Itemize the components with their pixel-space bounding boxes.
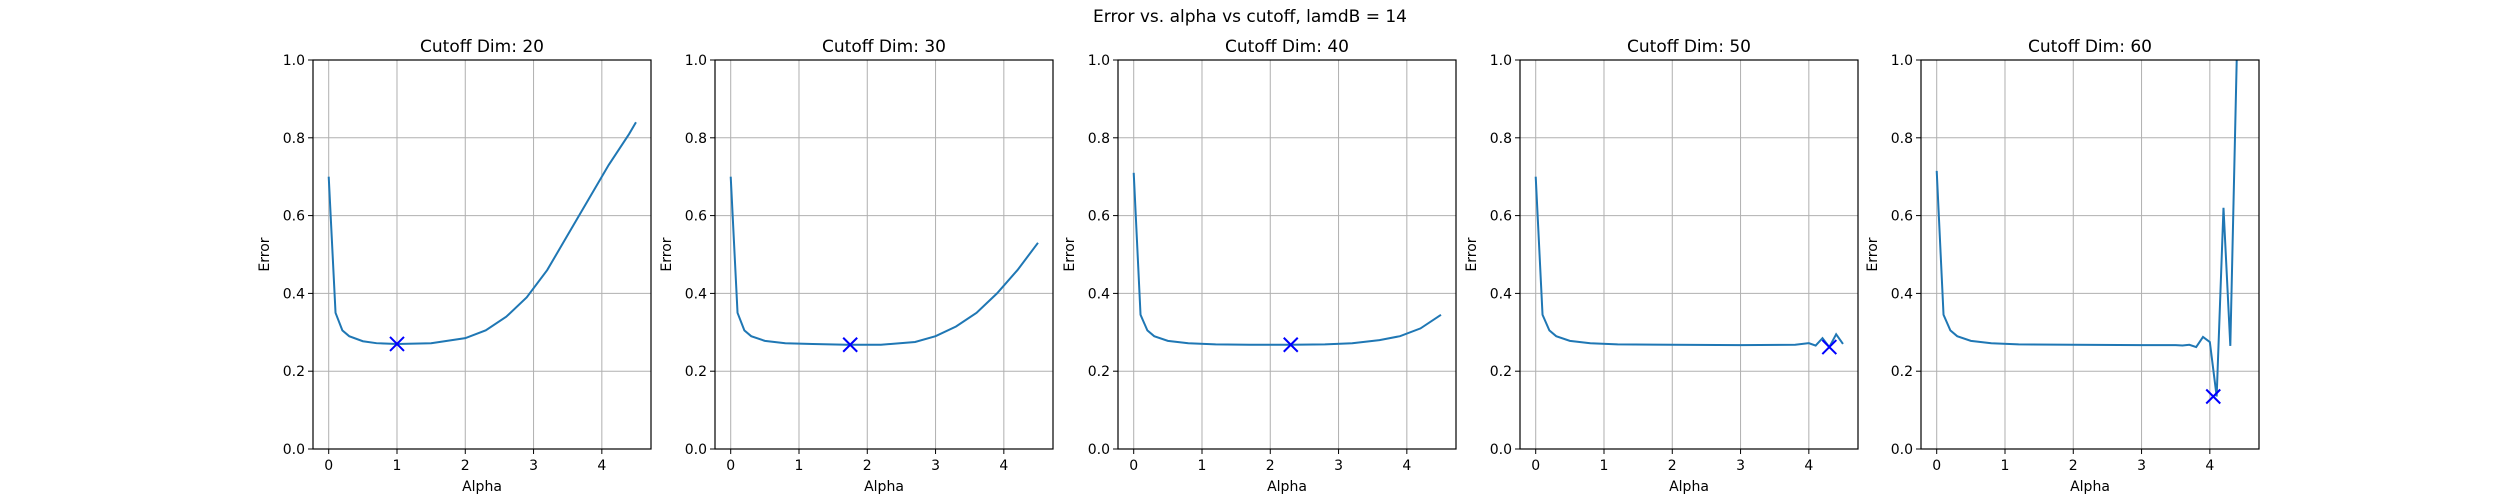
y-axis-label: Error: [1062, 237, 1078, 271]
y-tick-label: 0.0: [1088, 442, 1110, 458]
subplots: 0 1 2 3 4 0.0 0.2 0.4 0.6 0.8 1.0 Cutoff Dim: 20 Alp…: [257, 37, 2260, 495]
y-tick-label: 0.8: [283, 131, 305, 147]
y-tick-label: 0.2: [1490, 364, 1512, 380]
y-tick-label: 0.6: [1891, 209, 1913, 225]
series-line: [729, 176, 1039, 346]
y-tick-label: 0.4: [1490, 286, 1512, 302]
y-tick-label: 0.4: [1891, 286, 1913, 302]
x-tick-label: 3: [1334, 458, 1343, 474]
series-line: [1132, 172, 1442, 346]
min-error-marker: [1283, 337, 1299, 353]
y-tick-label: 1.0: [1088, 53, 1110, 69]
figure-suptitle: Error vs. alpha vs cutoff, lamdB = 14: [1093, 7, 1407, 27]
y-tick-label: 0.4: [685, 286, 707, 302]
min-error-marker: [389, 336, 405, 352]
x-tick-label: 3: [931, 458, 940, 474]
x-tick-label: 4: [2205, 458, 2214, 474]
min-error-marker: [842, 337, 858, 353]
series-line: [327, 121, 637, 345]
y-tick-label: 0.6: [685, 209, 707, 225]
series-line: [1935, 60, 2238, 397]
y-tick-label: 0.8: [1088, 131, 1110, 147]
y-tick-label: 0.8: [1891, 131, 1913, 147]
subplot-title: Cutoff Dim: 50: [1627, 37, 1751, 57]
x-tick-label: 1: [393, 458, 402, 474]
y-tick-label: 0.0: [1490, 442, 1512, 458]
y-tick-label: 0.8: [1490, 131, 1512, 147]
axes-frame: [714, 59, 1054, 450]
y-tick-label: 0.0: [685, 442, 707, 458]
subplot-2: 0 1 2 3 4 0.0 0.2 0.4 0.6 0.8 1.0 Cutoff Dim: 30 Alp…: [659, 37, 1054, 495]
subplot-title: Cutoff Dim: 40: [1225, 37, 1349, 57]
x-tick-label: 4: [1402, 458, 1411, 474]
y-tick-label: 1.0: [1891, 53, 1913, 69]
subplot-4: 0 1 2 3 4 0.0 0.2 0.4 0.6 0.8 1.0 Cutoff Dim: 50 Alp…: [1464, 37, 1859, 495]
y-tick-label: 0.4: [1088, 286, 1110, 302]
x-tick-label: 2: [1668, 458, 1677, 474]
y-tick-label: 1.0: [685, 53, 707, 69]
x-axis-label: Alpha: [2070, 479, 2110, 495]
x-tick-label: 2: [1266, 458, 1275, 474]
y-tick-label: 0.4: [283, 286, 305, 302]
y-tick-label: 0.0: [283, 442, 305, 458]
subplot-5: 0 1 2 3 4 0.0 0.2 0.4 0.6 0.8 1.0 Cutoff Dim: 60 Alp…: [1865, 37, 2260, 495]
subplot-1: 0 1 2 3 4 0.0 0.2 0.4 0.6 0.8 1.0 Cutoff Dim: 20 Alp…: [257, 37, 652, 495]
y-tick-label: 0.8: [685, 131, 707, 147]
x-tick-label: 2: [461, 458, 470, 474]
x-tick-label: 4: [597, 458, 606, 474]
axes-frame: [1519, 59, 1859, 450]
x-axis-label: Alpha: [462, 479, 502, 495]
y-axis-label: Error: [659, 237, 675, 271]
y-tick-label: 0.6: [1490, 209, 1512, 225]
y-axis-label: Error: [1464, 237, 1480, 271]
subplot-3: 0 1 2 3 4 0.0 0.2 0.4 0.6 0.8 1.0 Cutoff Dim: 40 Alp…: [1062, 37, 1457, 495]
y-tick-label: 1.0: [1490, 53, 1512, 69]
y-axis-label: Error: [1865, 237, 1881, 271]
y-tick-label: 0.6: [1088, 209, 1110, 225]
x-tick-label: 4: [999, 458, 1008, 474]
y-axis-label: Error: [257, 237, 273, 271]
y-tick-label: 0.2: [1088, 364, 1110, 380]
y-tick-label: 0.6: [283, 209, 305, 225]
x-tick-label: 1: [795, 458, 804, 474]
min-error-marker: [1821, 339, 1838, 355]
x-tick-label: 0: [1531, 458, 1540, 474]
series-line: [1534, 176, 1844, 349]
axes-frame: [1920, 59, 2260, 450]
subplot-title: Cutoff Dim: 30: [822, 37, 946, 57]
y-tick-label: 0.2: [283, 364, 305, 380]
x-tick-label: 0: [726, 458, 735, 474]
x-tick-label: 1: [2001, 458, 2010, 474]
x-tick-label: 0: [1932, 458, 1941, 474]
y-tick-label: 0.2: [1891, 364, 1913, 380]
y-tick-label: 0.0: [1891, 442, 1913, 458]
axes-frame: [312, 59, 652, 450]
x-tick-label: 1: [1198, 458, 1207, 474]
x-tick-label: 1: [1600, 458, 1609, 474]
min-error-marker: [2205, 388, 2221, 405]
x-tick-label: 4: [1804, 458, 1813, 474]
subplot-title: Cutoff Dim: 20: [420, 37, 544, 57]
x-tick-label: 3: [2137, 458, 2146, 474]
x-tick-label: 0: [324, 458, 333, 474]
x-axis-label: Alpha: [1267, 479, 1307, 495]
x-tick-label: 2: [2069, 458, 2078, 474]
axes-frame: [1117, 59, 1457, 450]
y-tick-label: 0.2: [685, 364, 707, 380]
x-axis-label: Alpha: [1669, 479, 1709, 495]
x-tick-label: 3: [1736, 458, 1745, 474]
x-tick-label: 3: [529, 458, 538, 474]
x-axis-label: Alpha: [864, 479, 904, 495]
x-tick-label: 2: [863, 458, 872, 474]
x-tick-label: 0: [1129, 458, 1138, 474]
subplot-title: Cutoff Dim: 60: [2028, 37, 2152, 57]
y-tick-label: 1.0: [283, 53, 305, 69]
